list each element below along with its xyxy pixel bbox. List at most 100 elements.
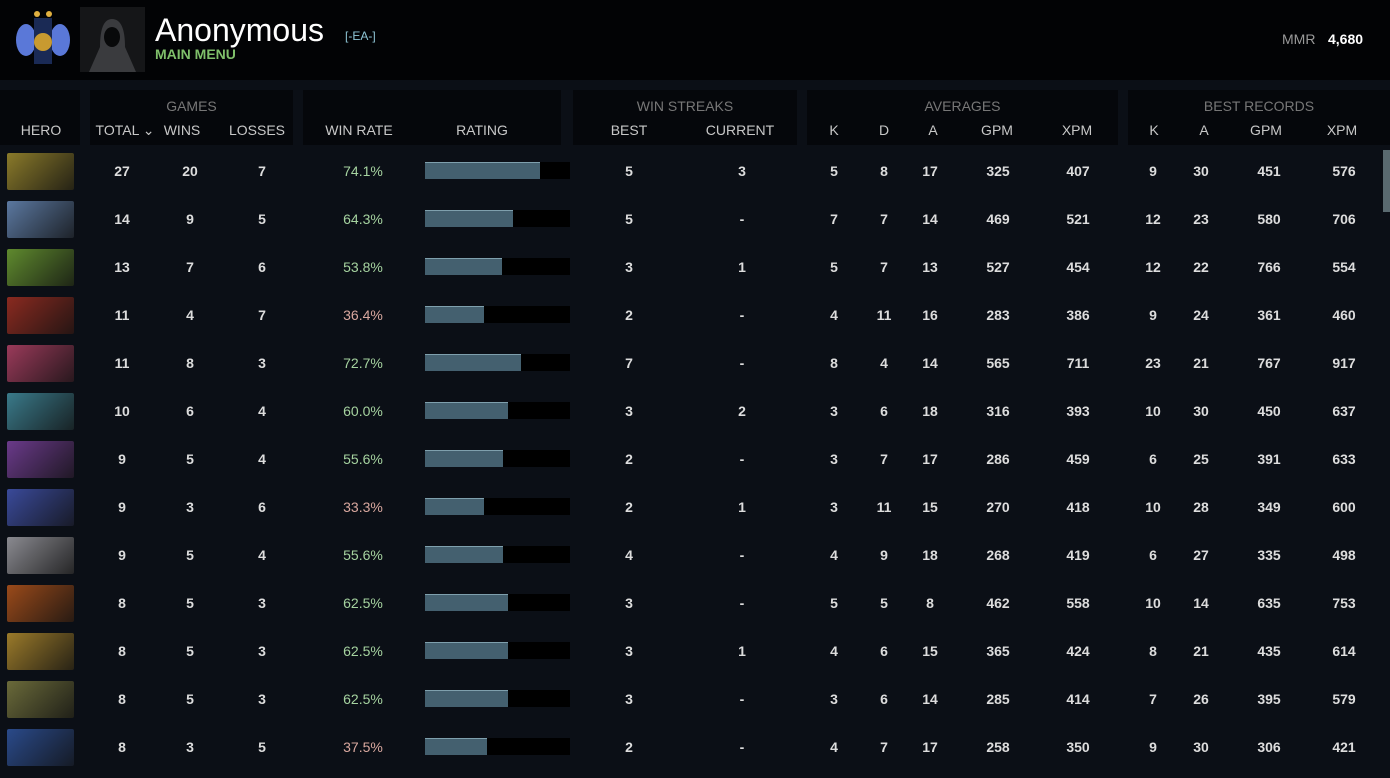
cell-wins: 9 xyxy=(186,211,194,227)
hero-portrait[interactable] xyxy=(7,201,74,238)
cell-xpm: 459 xyxy=(1066,451,1090,467)
rating-bar xyxy=(425,690,570,707)
hero-portrait[interactable] xyxy=(7,345,74,382)
cell-losses: 5 xyxy=(258,211,266,227)
cell-bk: 9 xyxy=(1149,307,1157,323)
cell-current: - xyxy=(739,211,745,227)
hero-portrait[interactable] xyxy=(7,633,74,670)
cell-k: 3 xyxy=(830,499,838,515)
rating-bar xyxy=(425,354,570,371)
cell-k: 4 xyxy=(830,643,838,659)
cell-bk: 10 xyxy=(1145,499,1161,515)
scrollbar[interactable] xyxy=(1383,150,1390,212)
hero-portrait[interactable] xyxy=(7,297,74,334)
col-best-xpm[interactable]: XPM xyxy=(1326,122,1358,138)
cell-bk: 10 xyxy=(1145,595,1161,611)
hero-portrait[interactable] xyxy=(7,729,74,766)
col-avg-d[interactable]: D xyxy=(878,122,890,138)
col-avg-xpm[interactable]: XPM xyxy=(1061,122,1093,138)
cell-bxpm: 554 xyxy=(1332,259,1356,275)
cell-gpm: 285 xyxy=(986,691,1010,707)
cell-bxpm: 460 xyxy=(1332,307,1356,323)
cell-k: 8 xyxy=(830,355,838,371)
cell-win-rate: 62.5% xyxy=(343,643,383,659)
cell-bgpm: 361 xyxy=(1257,307,1281,323)
cell-total: 8 xyxy=(118,595,126,611)
cell-wins: 20 xyxy=(182,163,198,179)
hero-portrait[interactable] xyxy=(7,681,74,718)
cell-total: 9 xyxy=(118,499,126,515)
col-avg-gpm[interactable]: GPM xyxy=(981,122,1013,138)
col-hero[interactable]: HERO xyxy=(20,122,62,138)
cell-best: 3 xyxy=(625,691,633,707)
cell-total: 27 xyxy=(114,163,130,179)
team-tag[interactable]: [-EA-] xyxy=(345,29,376,43)
cell-losses: 7 xyxy=(258,163,266,179)
rating-bar-fill xyxy=(425,450,504,467)
cell-win-rate: 36.4% xyxy=(343,307,383,323)
cell-xpm: 558 xyxy=(1066,595,1090,611)
hero-portrait[interactable] xyxy=(7,153,74,190)
cell-current: - xyxy=(739,355,745,371)
cell-xpm: 350 xyxy=(1066,739,1090,755)
cell-total: 14 xyxy=(114,211,130,227)
best-records-title: BEST RECORDS xyxy=(1203,98,1315,114)
col-best-a[interactable]: A xyxy=(1199,122,1209,138)
games-header-group xyxy=(90,90,293,145)
cell-k: 5 xyxy=(830,163,838,179)
rating-bar-fill xyxy=(425,498,485,515)
hero-portrait[interactable] xyxy=(7,441,74,478)
col-best-streak[interactable]: BEST xyxy=(610,122,648,138)
cell-best: 3 xyxy=(625,403,633,419)
cell-total: 9 xyxy=(118,451,126,467)
avatar[interactable] xyxy=(80,7,145,72)
cell-bxpm: 600 xyxy=(1332,499,1356,515)
cell-best: 5 xyxy=(625,211,633,227)
cell-gpm: 283 xyxy=(986,307,1010,323)
hero-portrait[interactable] xyxy=(7,585,74,622)
cell-bk: 10 xyxy=(1145,403,1161,419)
col-losses[interactable]: LOSSES xyxy=(228,122,286,138)
cell-total: 8 xyxy=(118,643,126,659)
col-best-gpm[interactable]: GPM xyxy=(1250,122,1282,138)
rating-bar-fill xyxy=(425,354,521,371)
cell-ba: 28 xyxy=(1193,499,1209,515)
cell-bgpm: 391 xyxy=(1257,451,1281,467)
cell-best: 5 xyxy=(625,163,633,179)
cell-bk: 9 xyxy=(1149,163,1157,179)
cell-wins: 6 xyxy=(186,403,194,419)
cell-current: 1 xyxy=(738,643,746,659)
cell-total: 13 xyxy=(114,259,130,275)
cell-bgpm: 395 xyxy=(1257,691,1281,707)
col-win-rate[interactable]: WIN RATE xyxy=(325,122,393,138)
cell-k: 4 xyxy=(830,547,838,563)
cell-bk: 6 xyxy=(1149,451,1157,467)
col-avg-k[interactable]: K xyxy=(829,122,839,138)
cell-total: 9 xyxy=(118,547,126,563)
cell-bgpm: 435 xyxy=(1257,643,1281,659)
cell-d: 7 xyxy=(880,451,888,467)
rank-medal-icon xyxy=(16,11,70,64)
hero-portrait[interactable] xyxy=(7,249,74,286)
col-current-streak[interactable]: CURRENT xyxy=(705,122,775,138)
cell-losses: 3 xyxy=(258,355,266,371)
hero-portrait[interactable] xyxy=(7,393,74,430)
cell-xpm: 407 xyxy=(1066,163,1090,179)
cell-bgpm: 349 xyxy=(1257,499,1281,515)
col-total[interactable]: TOTAL ⌄ xyxy=(95,122,155,138)
cell-k: 3 xyxy=(830,691,838,707)
rating-bar xyxy=(425,450,570,467)
rating-bar xyxy=(425,642,570,659)
cell-a: 17 xyxy=(922,163,938,179)
col-avg-a[interactable]: A xyxy=(928,122,938,138)
col-wins[interactable]: WINS xyxy=(163,122,201,138)
cell-xpm: 454 xyxy=(1066,259,1090,275)
col-rating[interactable]: RATING xyxy=(456,122,508,138)
cell-a: 13 xyxy=(922,259,938,275)
rating-bar-fill xyxy=(425,546,504,563)
hero-portrait[interactable] xyxy=(7,537,74,574)
cell-losses: 5 xyxy=(258,739,266,755)
hero-portrait[interactable] xyxy=(7,489,74,526)
games-title: GAMES xyxy=(166,98,217,114)
col-best-k[interactable]: K xyxy=(1149,122,1159,138)
